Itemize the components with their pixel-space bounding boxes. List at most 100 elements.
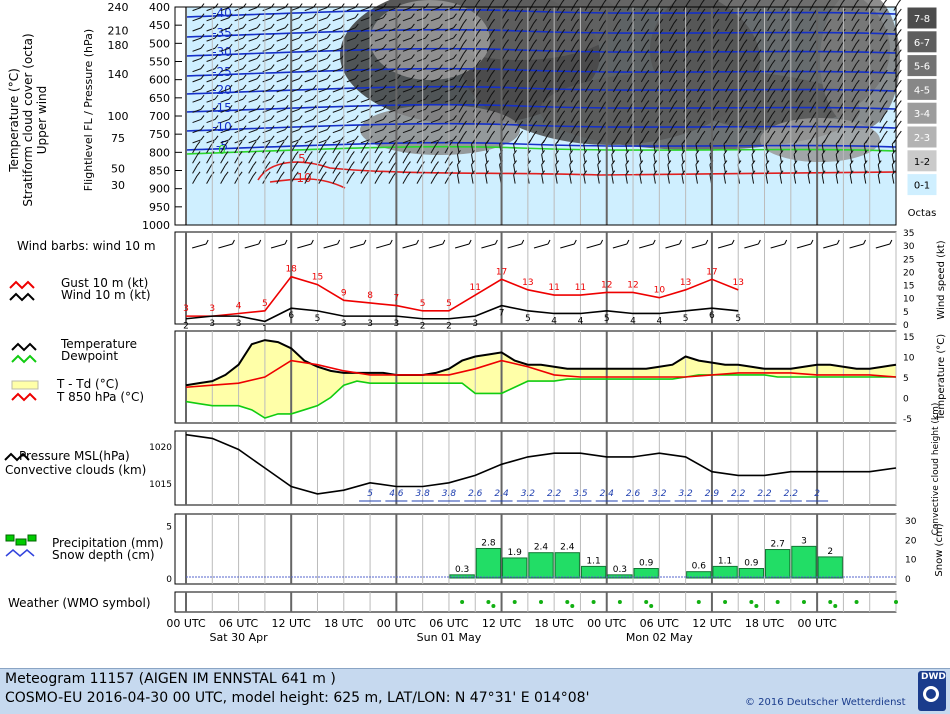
upper-barb-flag [729,59,734,65]
upper-barb-flag [659,130,664,136]
upper-barb [220,139,230,144]
upper-barb-flag [869,29,874,34]
gust-value-label: 3 [183,304,189,314]
upper-barb-flag [673,120,678,126]
upper-barb [570,53,577,62]
upper-barb [795,124,801,133]
wind-value-label: 5 [315,314,321,324]
upper-barb-flag [382,135,387,141]
upper-barb [697,12,703,22]
upper-barb-flag [561,59,566,65]
surface-barb [560,243,575,249]
upper-barb-flag [513,170,517,176]
upper-barb-flag [354,135,359,141]
precip-value-label: 1.9 [508,548,523,558]
upper-barb-flag [785,79,790,85]
rain-dot-icon [833,604,838,608]
upper-barb-flag [723,160,728,165]
upper-barb [416,98,426,103]
upper-barb [668,33,675,42]
upper-barb-flag [561,49,566,55]
upper-barb [276,165,282,174]
upper-barb-flag [505,29,510,34]
upper-barb-flag [827,130,832,136]
octa-legend-label: 2-3 [914,133,930,144]
upper-barb [879,12,885,22]
surface-barb-flag [337,239,341,245]
surface-barb [270,243,286,249]
convective-value-label: 2.9 [705,489,720,499]
upper-barb [640,104,647,113]
upper-barb-flag [869,100,874,105]
upper-barb [877,174,881,184]
surface-barb [218,243,233,249]
upper-barb-flag [785,49,790,55]
surface-barb-flag [889,239,893,245]
upper-barb [430,7,440,12]
upper-barb [528,63,535,72]
upper-barb-flag [701,69,706,75]
t850-legend-icon [11,392,37,402]
upper-barb [402,145,408,154]
upper-barb-flag [765,170,770,176]
upper-barb [304,118,314,124]
upper-barb [668,114,675,123]
upper-barb [430,57,440,62]
upper-barb [851,94,857,103]
upper-barb-flag [883,110,888,116]
upper-barb [332,57,342,62]
upper-barb [823,94,829,103]
upper-barb-flag [785,59,790,65]
upper-barb [779,144,783,154]
upper-barb-flag [701,90,706,95]
octa-legend: 7-86-75-64-53-42-31-20-1 [906,6,938,197]
surface-barb [507,243,522,249]
upper-barb [276,78,286,83]
upper-barb [262,139,272,144]
upper-barb [262,47,272,52]
upper-barb [528,22,535,32]
upper-barb [458,104,464,113]
upper-barb [879,53,885,62]
wind-value-label: 6 [288,311,294,321]
upper-barb-flag [284,54,289,59]
upper-barb [430,47,440,52]
upper-barb [541,154,544,164]
upper-barb [346,165,352,174]
upper-barb-flag [425,74,429,80]
upper-barb [753,104,759,113]
upper-barb-flag [715,90,720,95]
upper-barb-flag [681,139,686,145]
upper-barb-flag [326,135,331,141]
upper-barb-flag [214,94,219,100]
upper-barb-flag [891,139,896,145]
upper-barb [556,114,563,123]
upper-barb [625,144,628,154]
upper-barb [667,144,670,154]
upper-barb-flag [659,0,663,4]
upper-barb [248,17,258,22]
upper-barb-flag [547,59,552,65]
upper-barb [206,88,216,93]
upper-barb [262,118,272,124]
upper-barb [823,124,829,133]
upper-barb [823,104,829,113]
upper-barb [781,124,787,133]
upper-barb [220,88,230,93]
upper-barb [739,12,745,22]
upper-barb [668,104,675,113]
upper-barb-flag [631,0,635,4]
upper-barb [332,145,338,154]
upper-barb-flag [435,151,439,156]
upper-barb [248,118,258,124]
dwd-logo-swirl-icon [923,686,939,702]
upper-barb [206,37,216,42]
upper-barb [697,94,703,103]
upper-barb [458,63,464,72]
upper-barb [725,63,731,72]
upper-barb [360,108,370,113]
upper-barb [653,164,656,174]
weather-panel: Weather (WMO symbol) [8,591,898,613]
upper-barb-flag [855,0,859,4]
upper-barb-flag [382,54,387,59]
